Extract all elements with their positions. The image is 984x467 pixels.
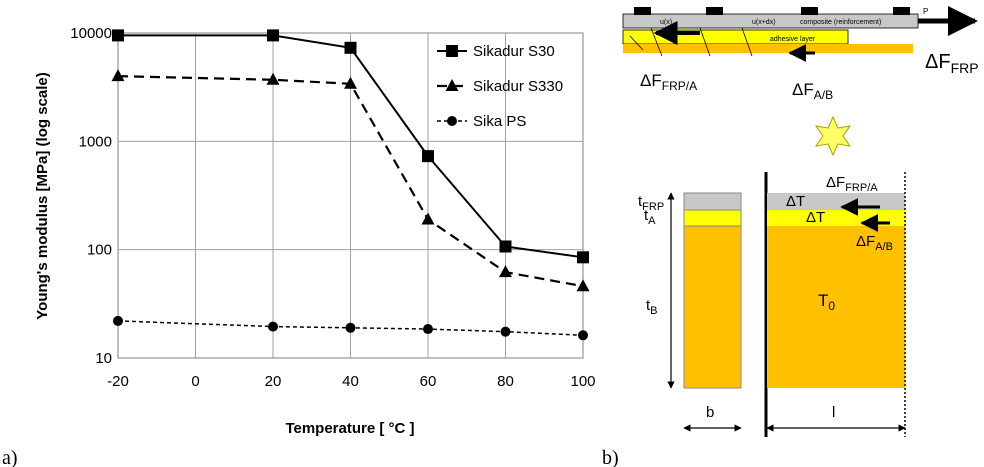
force-frp-a: ΔFFRP/A xyxy=(640,71,697,93)
data-point xyxy=(500,326,511,337)
element-line-4 xyxy=(629,35,644,51)
x-tick-label: 60 xyxy=(420,373,437,390)
legend-label: Sikadur S330 xyxy=(473,78,563,95)
composite-tab-1 xyxy=(634,7,651,15)
x-tick-label: 20 xyxy=(265,373,282,390)
data-point xyxy=(577,251,589,264)
cross-section: tFRP tA tB b xyxy=(638,192,742,432)
element-substrate xyxy=(767,226,905,388)
force-frp: ΔFFRP xyxy=(925,51,979,76)
label-dt-2: ΔT xyxy=(806,209,825,226)
data-series xyxy=(111,29,590,341)
label-composite: composite (reinforcement) xyxy=(800,19,881,26)
element-line-3 xyxy=(741,27,753,57)
substrate-layer xyxy=(623,44,913,53)
series-circle xyxy=(113,315,588,341)
legend-marker xyxy=(446,45,458,57)
label-section-frp-a: ΔFFRP/A xyxy=(826,174,878,194)
data-point xyxy=(423,324,433,335)
y-tick-label: 10 xyxy=(95,350,112,367)
y-tick-label: 1000 xyxy=(79,133,112,150)
composite-tab-2 xyxy=(706,7,723,15)
label-adhesive: adhesive layer xyxy=(770,36,816,43)
data-point xyxy=(344,41,357,54)
label-dt-1: ΔT xyxy=(786,193,805,210)
data-point xyxy=(344,76,357,89)
data-point xyxy=(499,240,512,253)
series-square xyxy=(112,29,589,264)
legend-label: Sikadur S30 xyxy=(473,43,555,60)
label-ta: tA xyxy=(644,207,656,227)
x-tick-label: 80 xyxy=(497,373,514,390)
bond-diagram: u(x) u(x+dx) composite (reinforcement) a… xyxy=(622,6,979,437)
data-point xyxy=(422,150,434,163)
element-line-2 xyxy=(699,27,711,57)
data-point xyxy=(268,321,278,332)
data-point xyxy=(345,322,356,333)
data-point xyxy=(576,279,590,292)
series-triangle xyxy=(111,69,590,292)
label-uxdx: u(x+dx) xyxy=(752,19,776,26)
composite-tab-3 xyxy=(801,7,818,15)
legend-marker xyxy=(447,116,457,126)
panel-label-a: a) xyxy=(2,447,18,467)
data-point xyxy=(578,330,588,341)
data-point xyxy=(267,29,279,42)
section-substrate xyxy=(683,225,742,389)
x-tick-label: 0 xyxy=(191,373,199,390)
composite-tab-4 xyxy=(893,7,910,15)
section-composite xyxy=(683,192,742,211)
label-l: l xyxy=(832,404,835,421)
label-ux: u(x) xyxy=(660,19,672,26)
y-tick-label: 10000 xyxy=(70,25,112,42)
series-line xyxy=(118,34,584,259)
panel-label-b: b) xyxy=(602,447,619,467)
data-point xyxy=(113,315,123,326)
y-axis-label: Young's modulus [MPa] (log scale) xyxy=(34,72,51,319)
element-section: l ΔT ΔT T0 ΔFFRP/A ΔFA/B xyxy=(764,172,906,437)
label-tfrp: tFRP xyxy=(638,193,664,213)
data-point xyxy=(266,72,280,85)
x-axis-label: Temperature [ °C ] xyxy=(285,420,414,437)
label-section-a-b: ΔFA/B xyxy=(856,233,893,253)
data-point xyxy=(111,69,125,82)
series-line xyxy=(117,320,584,337)
data-point xyxy=(421,212,435,225)
label-tb: tB xyxy=(646,297,658,317)
x-tick-label: 100 xyxy=(570,373,595,390)
star-icon xyxy=(814,115,852,157)
x-tick-label: -20 xyxy=(107,373,129,390)
section-adhesive xyxy=(683,209,742,227)
data-point xyxy=(112,29,124,42)
legend: Sikadur S30 Sikadur S330 Sika PS xyxy=(437,43,563,130)
data-point xyxy=(499,265,512,278)
series-line xyxy=(117,75,584,288)
modulus-chart: -20 0 20 40 60 80 100 10 100 1000 10000 Temperatur… xyxy=(34,25,596,437)
force-a-b: ΔFA/B xyxy=(792,80,833,102)
label-p: P xyxy=(923,7,928,16)
y-tick-label: 100 xyxy=(87,242,112,259)
x-tick-label: 40 xyxy=(342,373,359,390)
legend-marker xyxy=(445,79,459,91)
label-t0: T0 xyxy=(818,291,835,313)
tick-labels: -20 0 20 40 60 80 100 10 100 1000 10000 xyxy=(70,25,595,390)
label-b: b xyxy=(706,404,714,421)
legend-label: Sika PS xyxy=(473,113,526,130)
bond-strip: u(x) u(x+dx) composite (reinforcement) a… xyxy=(622,6,979,102)
